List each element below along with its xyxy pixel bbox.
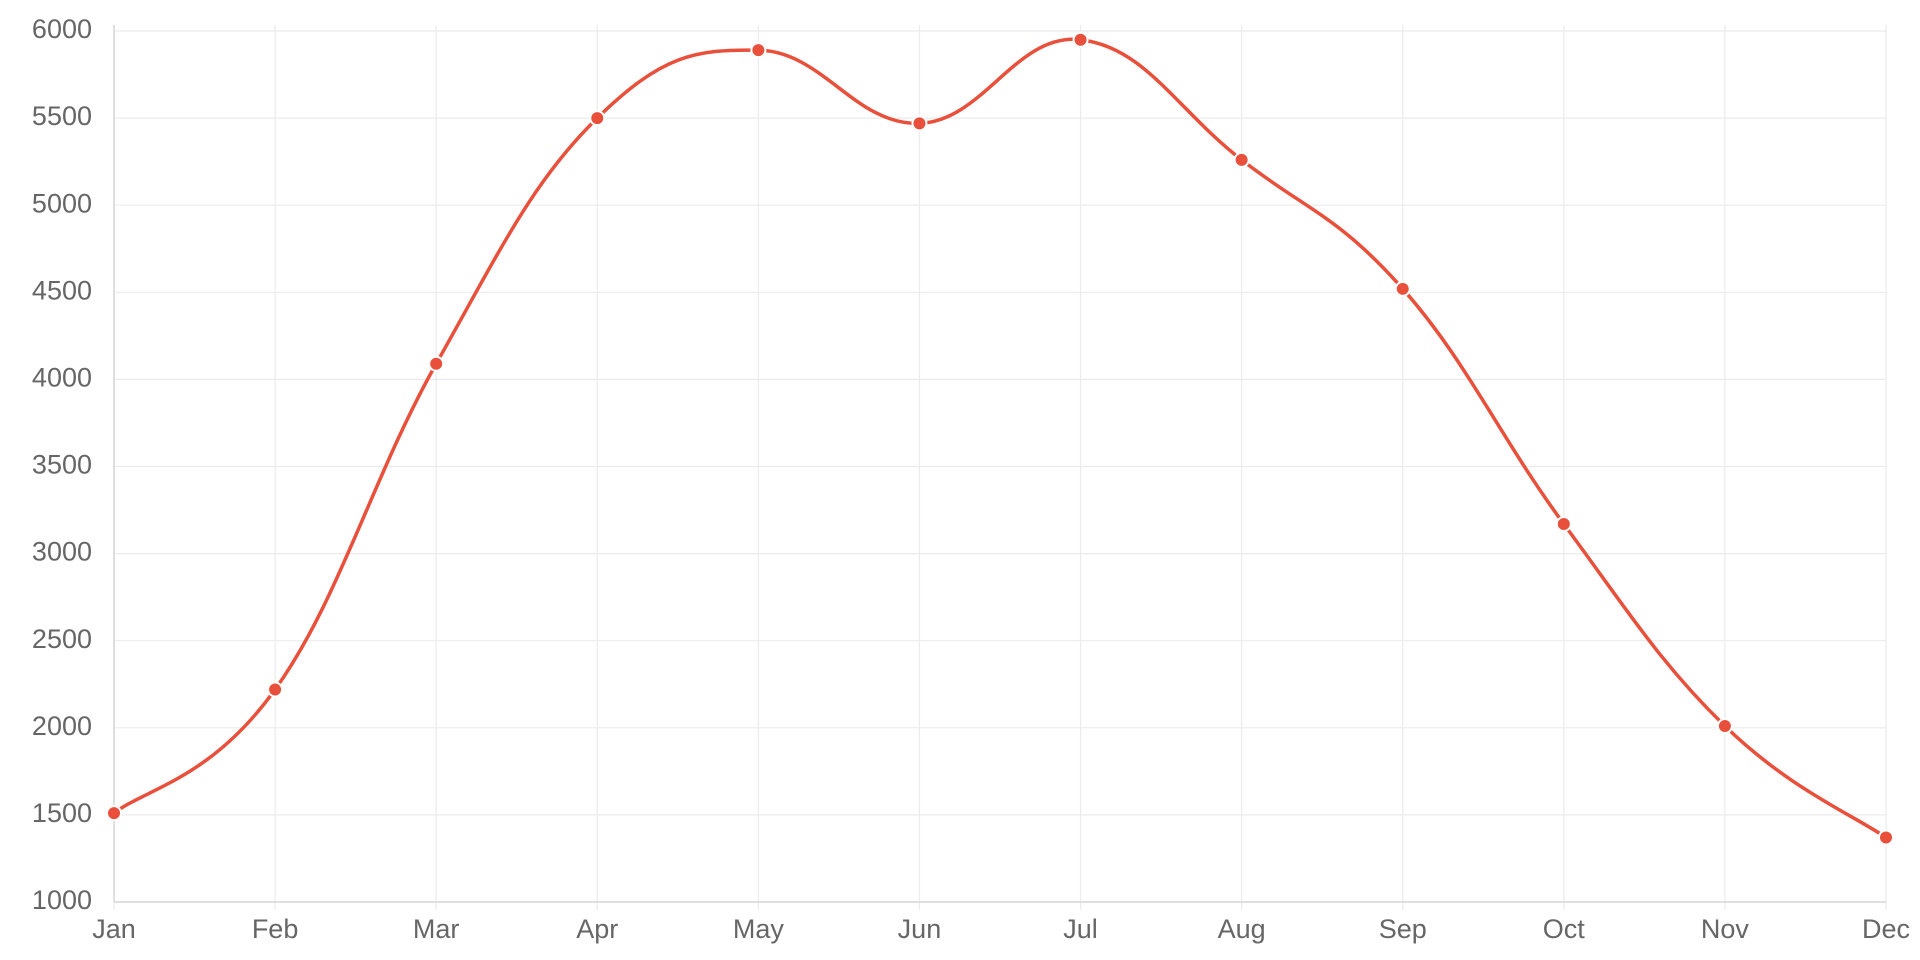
x-tick-label: Apr [576,914,618,944]
y-tick-label: 2000 [32,711,92,741]
x-tick-label: Nov [1701,914,1750,944]
y-tick-label: 2500 [32,624,92,654]
y-tick-label: 3500 [32,450,92,480]
x-tick-label: May [733,914,785,944]
x-tick-label: Mar [413,914,460,944]
y-tick-label: 6000 [32,14,92,44]
x-tick-label: Jan [92,914,136,944]
x-tick-label: Oct [1543,914,1586,944]
y-tick-label: 1500 [32,798,92,828]
point [1555,515,1572,532]
point [1878,829,1894,846]
x-tick-label: Feb [252,914,299,944]
point [589,110,606,127]
x-tick-label: Dec [1862,914,1910,944]
point [106,805,122,822]
point [1072,31,1089,48]
point [1394,280,1411,297]
point [1716,718,1733,735]
y-tick-label: 1000 [32,885,92,915]
x-tick-label: Aug [1218,914,1266,944]
y-tick-label: 4500 [32,275,92,305]
line [112,37,1887,839]
point [1233,151,1250,168]
point [267,681,284,698]
y-tick-label: 3000 [32,537,92,567]
y-tick-label: 5500 [32,101,92,131]
x-tick-label: Jun [898,914,942,944]
x-tick-label: Sep [1379,914,1427,944]
point [750,42,767,59]
x-tick-label: Jul [1063,914,1098,944]
y-tick-label: 5000 [32,188,92,218]
point [428,355,445,372]
point [911,115,928,132]
y-tick-label: 4000 [32,363,92,393]
